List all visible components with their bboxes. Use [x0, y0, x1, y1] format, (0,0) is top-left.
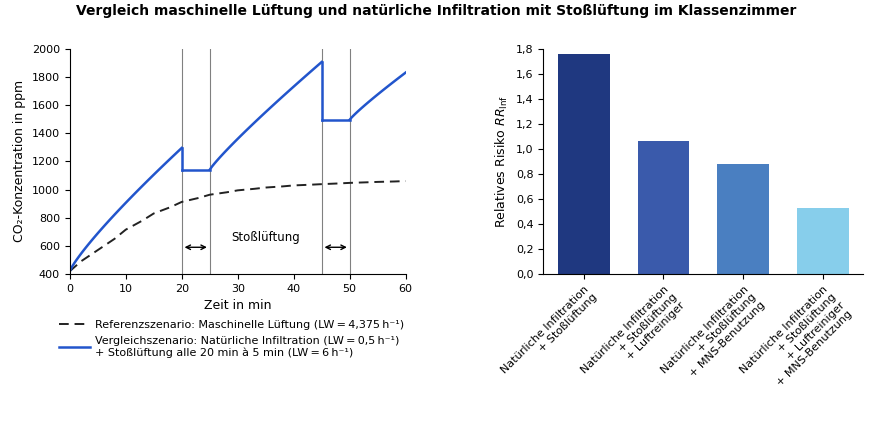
Bar [718, 164, 769, 274]
Y-axis label: Relatives Risiko $RR_\mathrm{Inf}$: Relatives Risiko $RR_\mathrm{Inf}$ [494, 95, 510, 228]
Bar [637, 141, 690, 274]
Legend: Referenzszenario: Maschinelle Lüftung (LW = 4,375 h⁻¹), Vergleichszenario: Natür: Referenzszenario: Maschinelle Lüftung (L… [58, 320, 405, 358]
Text: Stoßlüftung: Stoßlüftung [231, 231, 300, 244]
Bar [797, 208, 848, 274]
X-axis label: Zeit in min: Zeit in min [204, 299, 271, 312]
Y-axis label: CO₂-Konzentration in ppm: CO₂-Konzentration in ppm [13, 80, 26, 242]
Bar [558, 53, 610, 274]
Text: Vergleich maschinelle Lüftung und natürliche Infiltration mit Stoßlüftung im Kla: Vergleich maschinelle Lüftung und natürl… [76, 4, 796, 19]
